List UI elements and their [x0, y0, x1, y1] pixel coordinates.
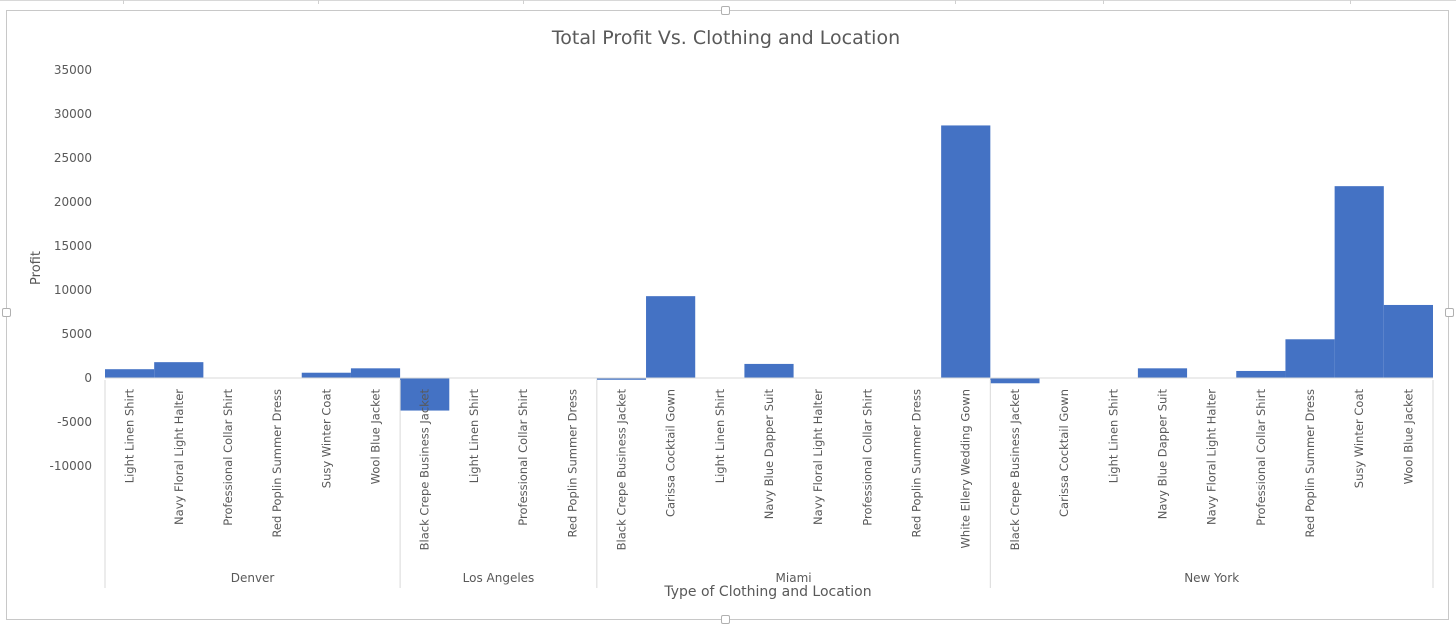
category-label: Black Crepe Business Jacket [418, 389, 432, 551]
bar [301, 372, 351, 378]
category-label: Susy Winter Coat [319, 389, 333, 489]
bar [990, 378, 1040, 384]
category-label: Professional Collar Shirt [1254, 389, 1268, 526]
category-label: Light Linen Shirt [713, 389, 727, 484]
resize-handle-bottom[interactable] [721, 615, 730, 624]
group-label: Los Angeles [463, 571, 535, 585]
x-axis-title: Type of Clothing and Location [663, 584, 871, 600]
y-tick-label: 35000 [54, 63, 92, 77]
bar [1137, 368, 1188, 378]
y-tick-label: -10000 [49, 459, 92, 473]
category-label: Susy Winter Coat [1352, 389, 1366, 489]
bar [1383, 304, 1433, 378]
sheet-column-divider [1103, 0, 1104, 4]
resize-handle-left[interactable] [2, 308, 11, 317]
bar [1236, 370, 1286, 378]
y-tick-label: 20000 [54, 195, 92, 209]
y-tick-label: 15000 [54, 239, 92, 253]
bar [1334, 186, 1384, 378]
category-label: Red Poplin Summer Dress [565, 389, 579, 538]
category-label: Red Poplin Summer Dress [910, 389, 924, 538]
y-tick-label: 5000 [61, 327, 92, 341]
y-axis-title: Profit [29, 251, 44, 285]
group-label: Denver [231, 571, 275, 585]
category-label: Black Crepe Business Jacket [614, 389, 628, 551]
y-tick-label: -5000 [57, 415, 92, 429]
bar [596, 378, 647, 380]
category-labels: Light Linen Shirt Navy Floral Light Halte… [123, 389, 1416, 551]
category-label: Wool Blue Jacket [1401, 389, 1415, 485]
resize-handle-right[interactable] [1445, 308, 1454, 317]
sheet-column-divider [955, 0, 956, 4]
category-label: White Ellery Wedding Gown [959, 389, 973, 548]
bar [400, 378, 450, 411]
y-tick-label: 25000 [54, 151, 92, 165]
bar [154, 362, 204, 378]
sheet-column-divider [1350, 0, 1351, 4]
group-labels: Denver Los Angeles Miami New York [231, 571, 1239, 585]
sheet-column-divider [123, 0, 124, 4]
bar [350, 368, 401, 378]
group-label: New York [1184, 571, 1239, 585]
category-label: Light Linen Shirt [467, 389, 481, 484]
y-tick-label: 0 [84, 371, 92, 385]
category-label: Red Poplin Summer Dress [1303, 389, 1317, 538]
sheet-column-divider [523, 0, 524, 4]
chart-title: Total Profit Vs. Clothing and Location [551, 27, 900, 49]
category-label: Navy Blue Dapper Suit [762, 389, 776, 520]
category-label: Black Crepe Business Jacket [1008, 389, 1022, 551]
bar [941, 125, 991, 378]
category-label: Professional Collar Shirt [516, 389, 530, 526]
bar-series [105, 125, 1433, 411]
category-label: Professional Collar Shirt [221, 389, 235, 526]
bar [744, 363, 794, 378]
category-label: Red Poplin Summer Dress [270, 389, 284, 538]
category-label: Carissa Cocktail Gown [1057, 389, 1071, 517]
sheet-column-divider [318, 0, 319, 4]
category-label: Light Linen Shirt [123, 389, 137, 484]
sheet-gridline [0, 0, 1456, 1]
group-label: Miami [776, 571, 812, 585]
category-label: Navy Floral Light Halter [1205, 389, 1219, 525]
category-label: Navy Blue Dapper Suit [1155, 389, 1169, 520]
category-label: Carissa Cocktail Gown [664, 389, 678, 517]
bar [646, 296, 696, 378]
y-tick-label: 10000 [54, 283, 92, 297]
group-dividers [104, 380, 1434, 588]
bar [1285, 339, 1335, 378]
y-axis-tick-labels: 35000 30000 25000 20000 15000 10000 5000 0 -5000… [49, 63, 92, 473]
chart-area[interactable] [6, 10, 1449, 620]
category-label: Navy Floral Light Halter [811, 389, 825, 525]
category-label: Light Linen Shirt [1106, 389, 1120, 484]
resize-handle-top[interactable] [721, 6, 730, 15]
category-label: Wool Blue Jacket [369, 389, 383, 485]
category-label: Professional Collar Shirt [860, 389, 874, 526]
y-tick-label: 30000 [54, 107, 92, 121]
bar [105, 369, 155, 378]
category-label: Navy Floral Light Halter [172, 389, 186, 525]
